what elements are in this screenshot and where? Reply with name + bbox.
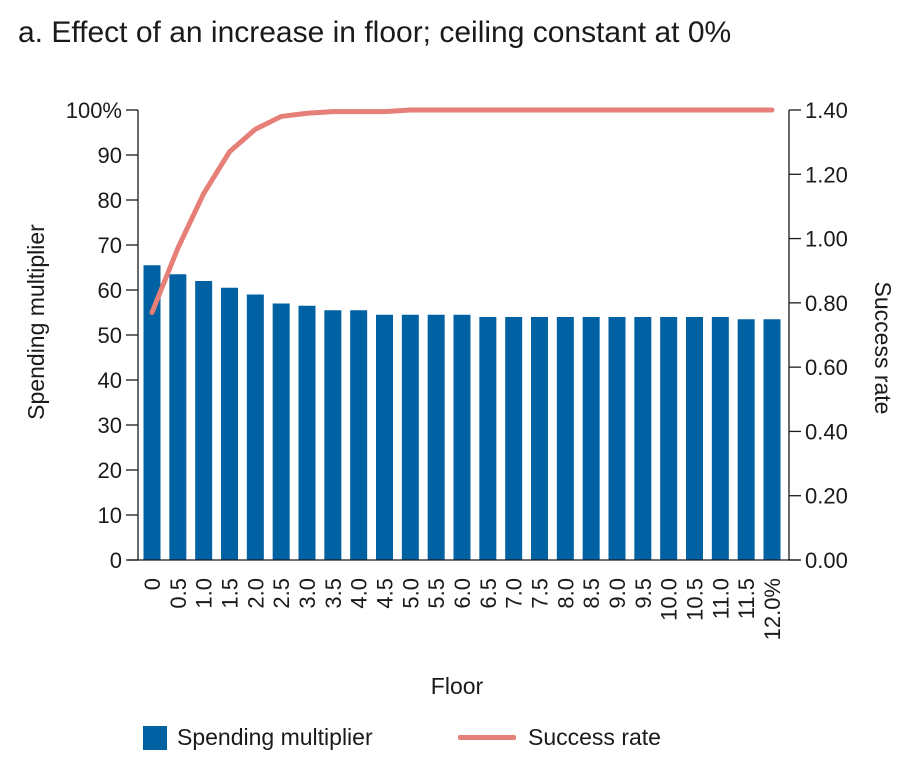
right-tick-label: 1.00	[805, 227, 848, 252]
bar	[582, 317, 600, 560]
x-tick-label: 11.5	[734, 578, 759, 619]
bar	[737, 319, 755, 560]
bar	[350, 310, 368, 560]
legend-label: Spending multiplier	[177, 724, 373, 750]
legend-swatch-line	[458, 735, 516, 740]
x-tick-label: 11.0	[708, 578, 733, 619]
bar	[556, 317, 574, 560]
x-tick-label: 5.0	[398, 578, 423, 609]
x-tick-label: 10.0	[657, 578, 682, 621]
left-tick-label: 70	[98, 233, 122, 258]
x-tick-label: 6.5	[476, 578, 501, 609]
right-tick-label: 0.80	[805, 291, 848, 316]
x-tick-label: 5.5	[424, 578, 449, 609]
bar	[608, 317, 626, 560]
bar	[272, 303, 290, 560]
x-tick-label: 1.0	[192, 578, 217, 609]
right-tick-label: 0.40	[805, 419, 848, 444]
bar	[479, 317, 497, 560]
right-tick-label: 1.20	[805, 162, 848, 187]
left-tick-label: 20	[98, 458, 122, 483]
x-tick-label: 2.5	[269, 578, 294, 609]
success-rate-line	[149, 107, 775, 315]
bar	[711, 317, 729, 560]
bar	[143, 265, 161, 560]
x-tick-label: 10.5	[683, 578, 708, 621]
bar	[195, 281, 213, 560]
left-tick-label: 100%	[66, 98, 122, 123]
x-tick-label: 6.0	[450, 578, 475, 609]
x-tick-label: 8.0	[553, 578, 578, 609]
left-tick-label: 80	[98, 188, 122, 213]
right-axis-title: Success rate	[870, 282, 896, 415]
bar	[686, 317, 703, 560]
x-tick-label: 2.0	[243, 578, 268, 609]
x-tick-label: 1.5	[218, 578, 243, 609]
left-axis-title: Spending multiplier	[23, 224, 49, 420]
x-axis-title: Floor	[431, 673, 484, 699]
x-tick-label: 9.5	[631, 578, 656, 609]
legend-item-spending-multiplier: Spending multiplier	[143, 724, 373, 751]
bar	[324, 310, 342, 560]
legend-label: Success rate	[528, 724, 661, 750]
x-tick-label: 4.0	[347, 578, 372, 609]
bar	[453, 314, 471, 560]
left-tick-label: 0	[110, 548, 122, 573]
x-tick-label: 4.5	[373, 578, 398, 609]
left-tick-label: 90	[98, 143, 122, 168]
chart: 0 10 20 30 40 50 60 70 80 90 100% 0.00 0.20 0.40 0.60 0…	[23, 98, 896, 699]
x-tick-label: 3.0	[295, 578, 320, 609]
x-tick-label: 7.5	[528, 578, 553, 609]
left-tick-label: 50	[98, 323, 122, 348]
bar	[505, 317, 523, 560]
right-tick-label: 1.40	[805, 98, 848, 123]
x-tick-label: 7.0	[502, 578, 527, 609]
left-tick-label: 30	[98, 413, 122, 438]
bar	[298, 305, 316, 560]
legend-item-success-rate: Success rate	[458, 724, 661, 751]
right-tick-label: 0.20	[805, 484, 848, 509]
bar	[376, 314, 393, 560]
chart-title: a. Effect of an increase in floor; ceili…	[18, 16, 732, 49]
x-tick-label: 9.0	[605, 578, 630, 609]
bar	[763, 319, 781, 560]
left-tick-label: 40	[98, 368, 122, 393]
left-tick-label: 60	[98, 278, 122, 303]
bar	[660, 317, 678, 560]
left-tick-label: 10	[98, 503, 122, 528]
bar	[531, 317, 548, 560]
x-tick-label: 0.5	[166, 578, 191, 609]
x-tick-label: 3.5	[321, 578, 346, 609]
bar	[427, 314, 445, 560]
x-tick-label: 0	[140, 578, 165, 590]
right-tick-label: 0.60	[805, 355, 848, 380]
x-tick-label: 12.0%	[760, 578, 785, 640]
legend-swatch-bar	[143, 725, 167, 750]
legend: Spending multiplier Success rate	[0, 724, 910, 764]
bar	[401, 314, 419, 560]
right-tick-label: 0.00	[805, 548, 848, 573]
bar	[169, 274, 187, 560]
bar	[221, 287, 238, 560]
bar	[246, 294, 264, 560]
x-tick-label: 8.5	[579, 578, 604, 609]
bar	[634, 317, 652, 560]
